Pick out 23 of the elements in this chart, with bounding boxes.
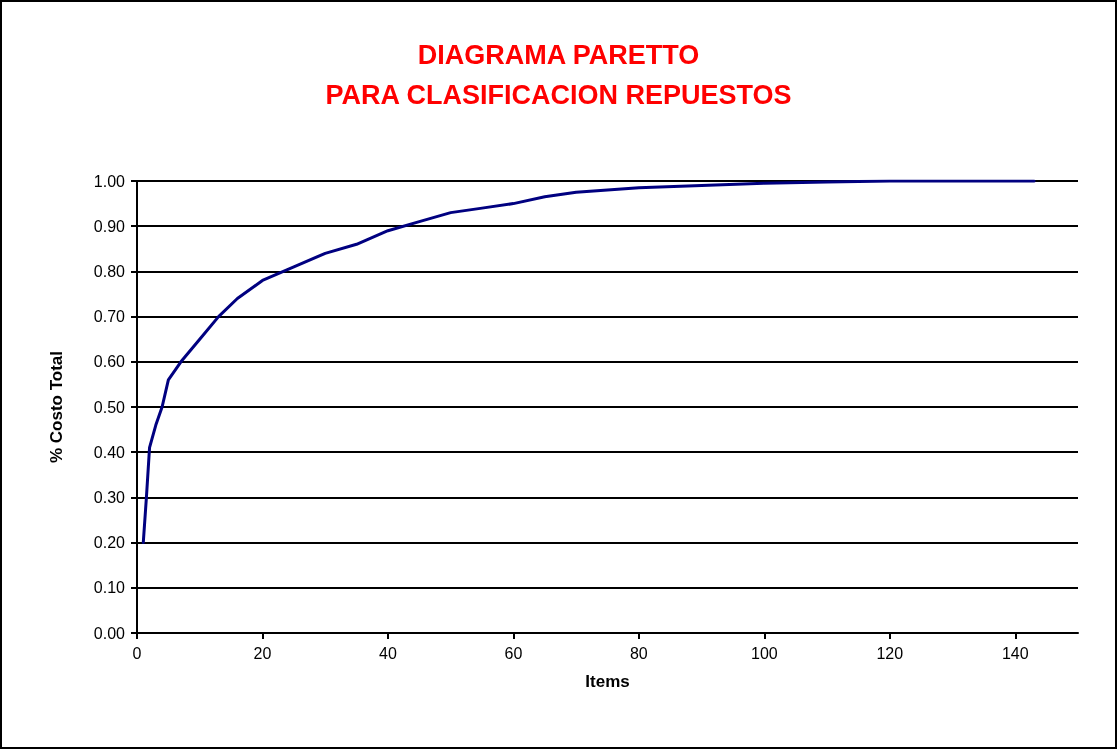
x-tick-label: 0	[132, 644, 142, 662]
x-tick-label: 80	[629, 644, 648, 662]
y-tick-label: 0.40	[93, 443, 126, 461]
x-tick-label: 120	[876, 644, 904, 662]
y-tick-label: 0.00	[93, 624, 126, 642]
y-tick-label: 0.30	[93, 488, 126, 506]
y-tick-label: 0.50	[93, 398, 126, 416]
y-tick-label: 0.60	[93, 353, 126, 371]
y-tick-label: 0.90	[93, 217, 126, 235]
x-tick-label: 100	[750, 644, 778, 662]
y-tick-label: 0.70	[93, 308, 126, 326]
x-tick-label: 40	[379, 644, 397, 662]
y-tick-label: 0.10	[93, 579, 126, 597]
chart-title: DIAGRAMA PARETTO PARA CLASIFICACION REPUESTOS	[325, 40, 792, 110]
x-tick-label: 140	[1001, 644, 1029, 662]
y-tick-label: 1.00	[93, 172, 126, 190]
x-axis-title: Items	[585, 672, 630, 691]
y-tick-label: 0.80	[93, 262, 126, 280]
x-tick-label: 60	[504, 644, 523, 662]
x-tick-label: 20	[253, 644, 272, 662]
y-axis-title: % Costo Total	[47, 350, 66, 464]
y-tick-label: 0.20	[93, 534, 126, 552]
line-series	[141, 179, 1036, 545]
